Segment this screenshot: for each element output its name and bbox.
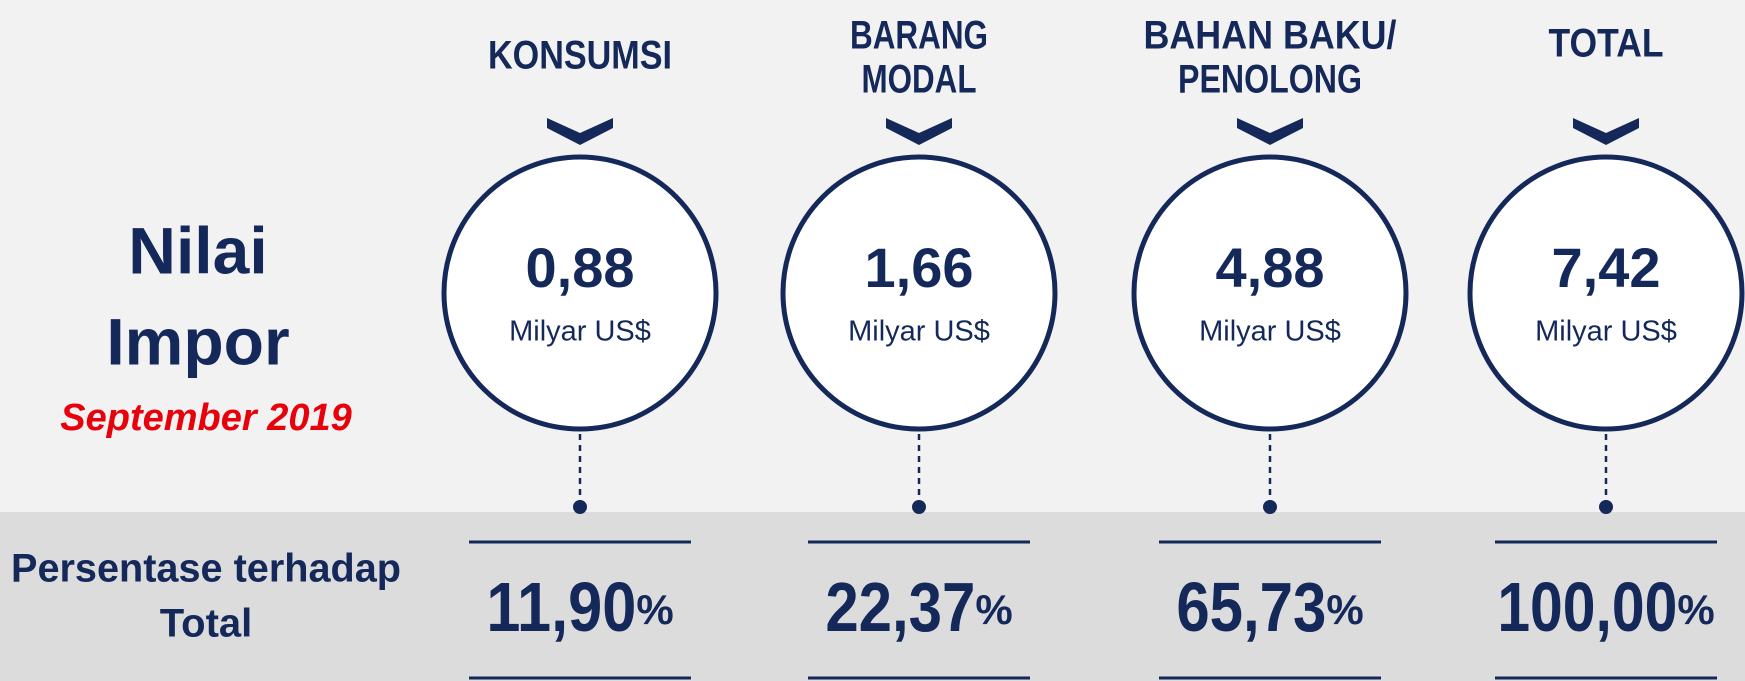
unit: Milyar US$ [1199,316,1341,348]
column-label: BARANG [850,14,988,58]
percent-sign: % [975,586,1012,633]
column-label: MODAL [862,58,977,102]
percent: 11,90% [486,568,673,646]
connector-dot [1263,500,1277,514]
connector-dot [573,500,587,514]
value: 1,66 [865,236,974,299]
value-circle [1467,154,1745,432]
percent-sign: % [1326,586,1363,633]
title-line: Impor [106,304,289,378]
column-label: PENOLONG [1178,58,1362,102]
percent-caption: Total [160,602,253,646]
percent: 65,73% [1176,568,1363,646]
chevron [886,118,952,145]
title-line: Nilai [128,213,267,287]
percent-sign: % [1677,586,1714,633]
percent-value: 11,90 [486,568,636,646]
column-label: TOTAL [1549,22,1664,66]
percent-sign: % [636,586,673,633]
period: September 2019 [60,397,352,439]
value: 7,42 [1552,236,1661,299]
chevron [1573,118,1639,145]
value-circle [441,154,719,432]
percent: 100,00% [1497,568,1714,646]
chevron [1237,118,1303,145]
unit: Milyar US$ [1535,316,1677,348]
value: 4,88 [1216,236,1325,299]
column-label: KONSUMSI [488,34,672,78]
unit: Milyar US$ [848,316,990,348]
connector-dot [1599,500,1613,514]
value-circle [1131,154,1409,432]
column-label: BAHAN BAKU/ [1144,14,1397,58]
percent-caption: Persentase terhadap [11,547,401,591]
bottom-band [0,512,1745,681]
chevron [547,118,613,145]
percent: 22,37% [825,568,1012,646]
percent-value: 22,37 [825,568,975,646]
value-circle [780,154,1058,432]
value: 0,88 [526,236,635,299]
connector-dot [912,500,926,514]
percent-value: 100,00 [1497,568,1677,646]
unit: Milyar US$ [509,316,651,348]
percent-value: 65,73 [1176,568,1326,646]
